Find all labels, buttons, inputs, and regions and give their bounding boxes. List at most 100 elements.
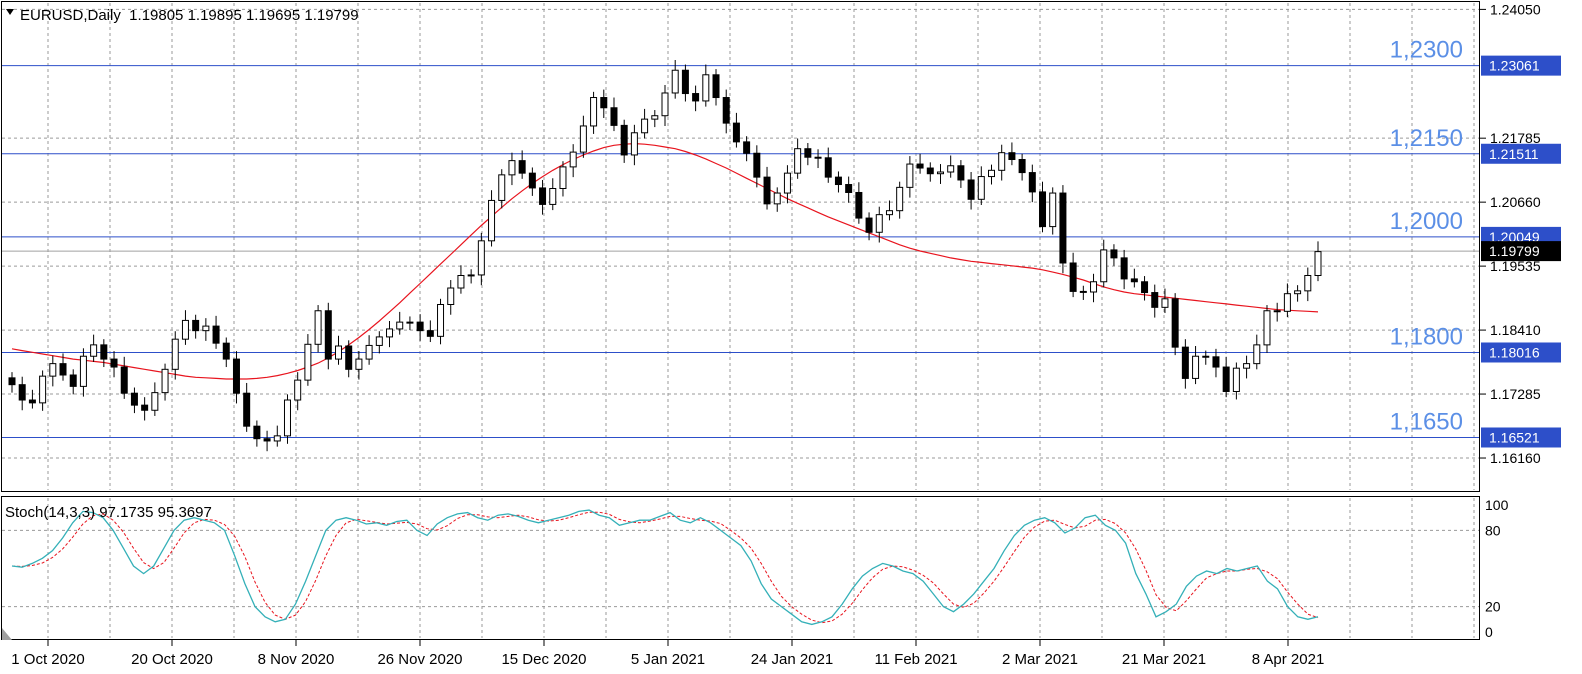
horizontal-level-lines[interactable]: 1,23001.230611,21501.215111,20001.200491… xyxy=(2,37,1561,448)
candle-body xyxy=(100,344,108,360)
stoch-label: Stoch(14,3,3) 97.1735 95.3697 xyxy=(5,504,212,521)
candle-body xyxy=(1243,363,1251,369)
candle-body xyxy=(528,172,536,189)
candle-body xyxy=(1304,274,1312,292)
candle-body xyxy=(28,399,36,404)
candle-body xyxy=(375,336,383,346)
price-tick-label: 1.18410 xyxy=(1490,322,1541,338)
dropdown-triangle-icon[interactable] xyxy=(6,9,14,15)
candle-body xyxy=(1192,355,1200,379)
candle-body xyxy=(141,404,149,411)
level-price-box xyxy=(1481,143,1561,164)
candle-body xyxy=(508,160,516,176)
ma-line xyxy=(11,142,1319,380)
candle-body xyxy=(1100,249,1108,283)
current-price-box xyxy=(1481,241,1561,262)
candle-body xyxy=(1314,251,1322,276)
stoch-main-line xyxy=(11,509,1319,626)
candle-body xyxy=(202,325,210,332)
level-label: 1,2000 xyxy=(1390,208,1463,235)
candle-body xyxy=(467,274,475,277)
stoch-axis-label: 20 xyxy=(1485,599,1501,615)
candle-body xyxy=(885,210,893,216)
candle-body xyxy=(753,152,761,178)
candle-body xyxy=(253,425,261,440)
level-price-box xyxy=(1481,427,1561,448)
candle-body xyxy=(1028,172,1036,193)
time-tick-label: 20 Oct 2020 xyxy=(131,651,213,668)
candle-body xyxy=(590,97,598,127)
current-price-text: 1.19799 xyxy=(1489,243,1540,259)
level-price-text: 1.21511 xyxy=(1489,146,1539,162)
symbol-header: EURUSD,Daily 1.19805 1.19895 1.19695 1.1… xyxy=(20,7,359,24)
candle-body xyxy=(620,124,628,156)
candle-body xyxy=(539,187,547,205)
candle-body xyxy=(926,167,934,175)
candle-body xyxy=(988,169,995,178)
candle-body xyxy=(1202,355,1210,358)
candle-body xyxy=(232,358,240,394)
candle-body xyxy=(712,74,720,99)
stochastic-oscillator: 100 80 20 0 xyxy=(2,497,1509,640)
candle-body xyxy=(641,118,649,134)
candle-body xyxy=(1069,262,1077,292)
candle-body xyxy=(49,363,57,377)
candle-body xyxy=(386,328,394,338)
stoch-pane-frame xyxy=(1,496,1480,640)
candle-body xyxy=(416,321,424,332)
candle-body xyxy=(1181,346,1189,379)
candle-body xyxy=(947,165,955,173)
candle-body xyxy=(273,435,281,442)
candle-body xyxy=(610,107,618,126)
candle-body xyxy=(671,69,679,94)
candle-body xyxy=(1018,159,1026,174)
candle-body xyxy=(1253,344,1261,365)
candle-body xyxy=(1110,249,1118,259)
time-tick-label: 1 Oct 2020 xyxy=(11,651,84,668)
candle-body xyxy=(1283,293,1291,312)
candle-body xyxy=(69,374,77,387)
candle-body xyxy=(90,344,98,357)
candle-body xyxy=(130,392,138,406)
candle-body xyxy=(120,366,128,394)
time-tick-label: 26 Nov 2020 xyxy=(377,651,462,668)
candle-body xyxy=(824,157,832,178)
candle-body xyxy=(294,379,302,401)
time-tick-label: 15 Dec 2020 xyxy=(501,651,586,668)
time-tick-label: 24 Jan 2021 xyxy=(751,651,834,668)
candle-body xyxy=(59,363,67,376)
level-price-text: 1.23061 xyxy=(1489,58,1540,74)
candle-body xyxy=(345,345,353,370)
price-tick-label: 1.19535 xyxy=(1490,258,1541,274)
candle-body xyxy=(406,321,414,324)
stoch-axis-label: 0 xyxy=(1485,624,1493,640)
candle-body xyxy=(222,342,230,360)
level-label: 1,2150 xyxy=(1390,125,1463,152)
candle-body xyxy=(957,165,965,181)
candle-body xyxy=(865,217,873,233)
price-tick-label: 1.17285 xyxy=(1490,386,1541,402)
candle-body xyxy=(1079,290,1087,293)
level-price-box xyxy=(1481,55,1561,76)
candle-body xyxy=(212,325,220,344)
moving-average xyxy=(11,142,1319,380)
candle-body xyxy=(365,344,373,360)
candle-body xyxy=(518,160,526,174)
grid-lines xyxy=(2,3,1479,638)
candle-body xyxy=(171,338,179,370)
candle-body xyxy=(243,392,251,427)
stoch-axis-label: 80 xyxy=(1485,522,1501,538)
candle-body xyxy=(1263,310,1271,346)
candle-body xyxy=(936,171,944,175)
candle-body xyxy=(79,355,87,387)
candle-body xyxy=(1120,257,1128,280)
candle-body xyxy=(355,358,363,370)
price-tick-label: 1.20660 xyxy=(1490,194,1541,210)
candle-body xyxy=(426,330,434,337)
candle-body xyxy=(1059,192,1067,264)
candle-body xyxy=(181,319,189,340)
candle-body xyxy=(314,310,322,345)
candle-body xyxy=(702,74,710,102)
candle-body xyxy=(549,188,557,205)
